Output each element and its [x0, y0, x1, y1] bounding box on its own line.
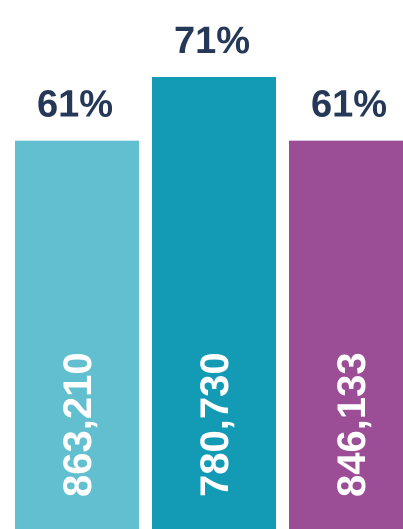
count-label: 846,133	[330, 352, 374, 497]
value-label: 71%	[174, 20, 250, 62]
bar	[289, 140, 403, 529]
value-label: 61%	[37, 84, 113, 126]
count-label: 863,210	[56, 352, 100, 497]
bar	[15, 140, 139, 529]
count-label: 780,730	[193, 352, 237, 497]
bar	[152, 77, 276, 529]
value-label: 61%	[311, 84, 387, 126]
